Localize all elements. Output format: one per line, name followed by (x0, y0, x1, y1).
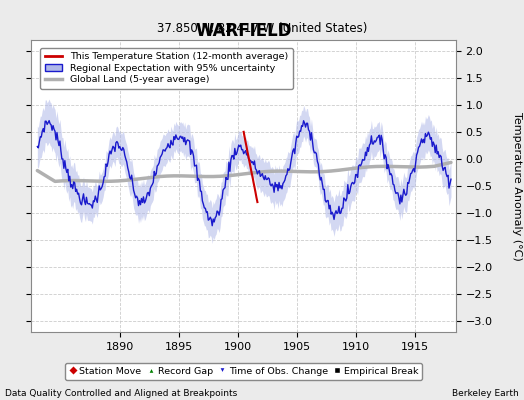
Text: 37.850 N, 82.417 W (United States): 37.850 N, 82.417 W (United States) (157, 22, 367, 35)
Text: Data Quality Controlled and Aligned at Breakpoints: Data Quality Controlled and Aligned at B… (5, 389, 237, 398)
Text: Berkeley Earth: Berkeley Earth (452, 389, 519, 398)
Y-axis label: Temperature Anomaly (°C): Temperature Anomaly (°C) (512, 112, 522, 260)
Legend: Station Move, Record Gap, Time of Obs. Change, Empirical Break: Station Move, Record Gap, Time of Obs. C… (65, 363, 422, 380)
Title: WARFIELD: WARFIELD (195, 22, 292, 40)
